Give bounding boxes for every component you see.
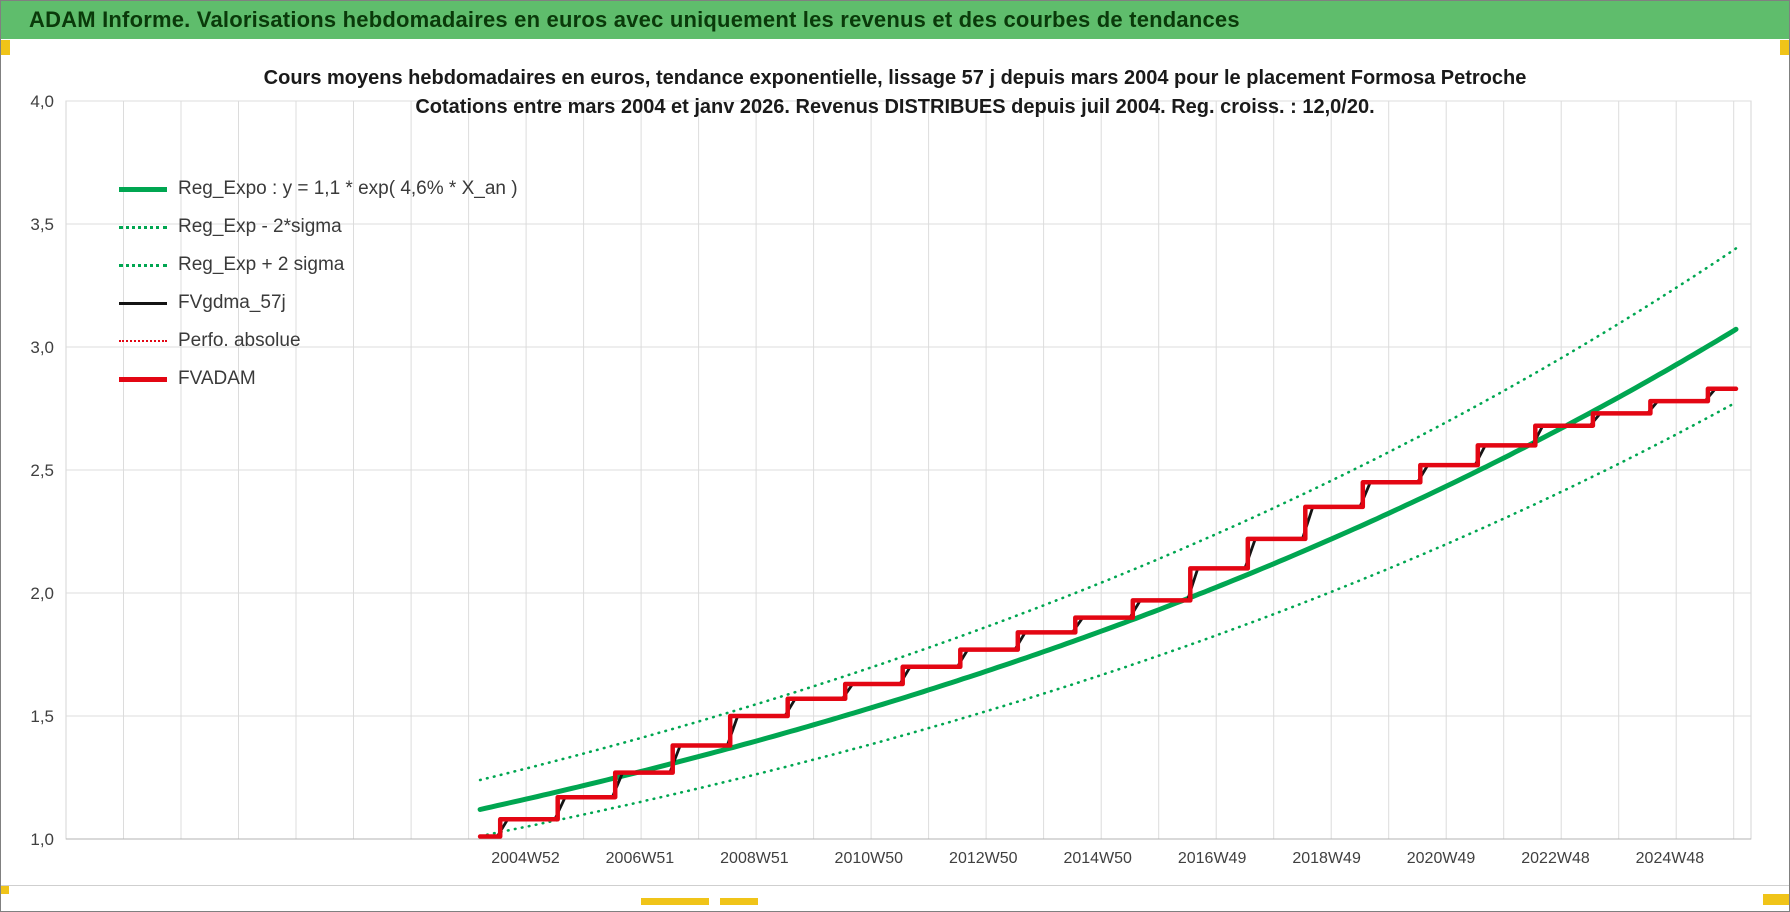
y-axis-tick-label: 2,0 [30, 584, 54, 603]
accent-top-left [1, 40, 10, 55]
series-reg-exp-minus-2sigma [478, 401, 1738, 838]
header-bar: ADAM Informe. Valorisations hebdomadaire… [1, 1, 1789, 39]
chart-subtitle: Cotations entre mars 2004 et janv 2026. … [415, 96, 1375, 118]
perfo-absolue-legend-line [119, 340, 167, 342]
series-fvadam [477, 386, 1739, 839]
y-axis-tick-label: 3,0 [30, 338, 54, 357]
x-axis-tick-label: 2022W48 [1521, 850, 1590, 867]
x-axis-tick-label: 2004W52 [491, 850, 560, 867]
y-axis-tick-label: 1,5 [30, 707, 54, 726]
reg-exp-plus-2sigma-legend-line [119, 263, 167, 267]
chart-title: Cours moyens hebdomadaires en euros, ten… [263, 67, 1527, 89]
accent-top-right [1780, 40, 1789, 55]
series-fvgdma-57j [478, 387, 1738, 838]
y-axis-tick-label: 4,0 [30, 92, 54, 111]
legend-item: FVADAM [119, 367, 518, 391]
legend-item: Reg_Expo : y = 1,1 * exp( 4,6% * X_an ) [119, 177, 518, 201]
x-axis-tick-label: 2006W51 [606, 850, 675, 867]
series-reg-expo [477, 326, 1739, 812]
legend-label: Reg_Exp + 2 sigma [178, 254, 345, 275]
y-axis-tick-label: 2,5 [30, 461, 54, 480]
legend-label: Perfo. absolue [178, 330, 301, 351]
y-axis-tick-label: 3,5 [30, 215, 54, 234]
x-axis-tick-label: 2020W49 [1407, 850, 1476, 867]
y-axis-tick-label: 1,0 [30, 830, 54, 849]
legend-label: Reg_Expo : y = 1,1 * exp( 4,6% * X_an ) [178, 178, 518, 199]
legend-label: Reg_Exp - 2*sigma [178, 216, 342, 237]
fvadam-legend-line [119, 376, 167, 382]
legend-item: Reg_Exp + 2 sigma [119, 253, 518, 277]
x-axis-tick-label: 2012W50 [949, 850, 1018, 867]
chart-legend: Reg_Expo : y = 1,1 * exp( 4,6% * X_an ) R… [119, 177, 518, 405]
fvgdma-57j-legend-line [119, 301, 167, 305]
legend-item: FVgdma_57j [119, 291, 518, 315]
legend-item: Reg_Exp - 2*sigma [119, 215, 518, 239]
legend-label: FVgdma_57j [178, 292, 286, 313]
accent-bottom-center-2 [720, 898, 758, 905]
series-reg-exp-plus-2sigma [478, 247, 1738, 782]
x-axis-tick-label: 2010W50 [835, 850, 904, 867]
x-axis-tick-label: 2018W49 [1292, 850, 1361, 867]
x-axis-tick-label: 2008W51 [720, 850, 789, 867]
x-axis-tick-label: 2024W48 [1636, 850, 1705, 867]
reg-expo-legend-line [119, 186, 167, 192]
accent-bottom-right [1763, 894, 1789, 905]
x-axis-tick-label: 2016W49 [1178, 850, 1247, 867]
legend-label: FVADAM [178, 368, 256, 389]
legend-item: Perfo. absolue [119, 329, 518, 353]
reg-exp-minus-2sigma-legend-line [119, 225, 167, 229]
accent-bottom-center-1 [641, 898, 709, 905]
x-axis-tick-label: 2014W50 [1063, 850, 1132, 867]
accent-bottom-left [1, 886, 9, 894]
bottom-divider [1, 885, 1789, 886]
header-title: ADAM Informe. Valorisations hebdomadaire… [29, 7, 1240, 32]
series-perfo-absolue [479, 387, 1737, 838]
